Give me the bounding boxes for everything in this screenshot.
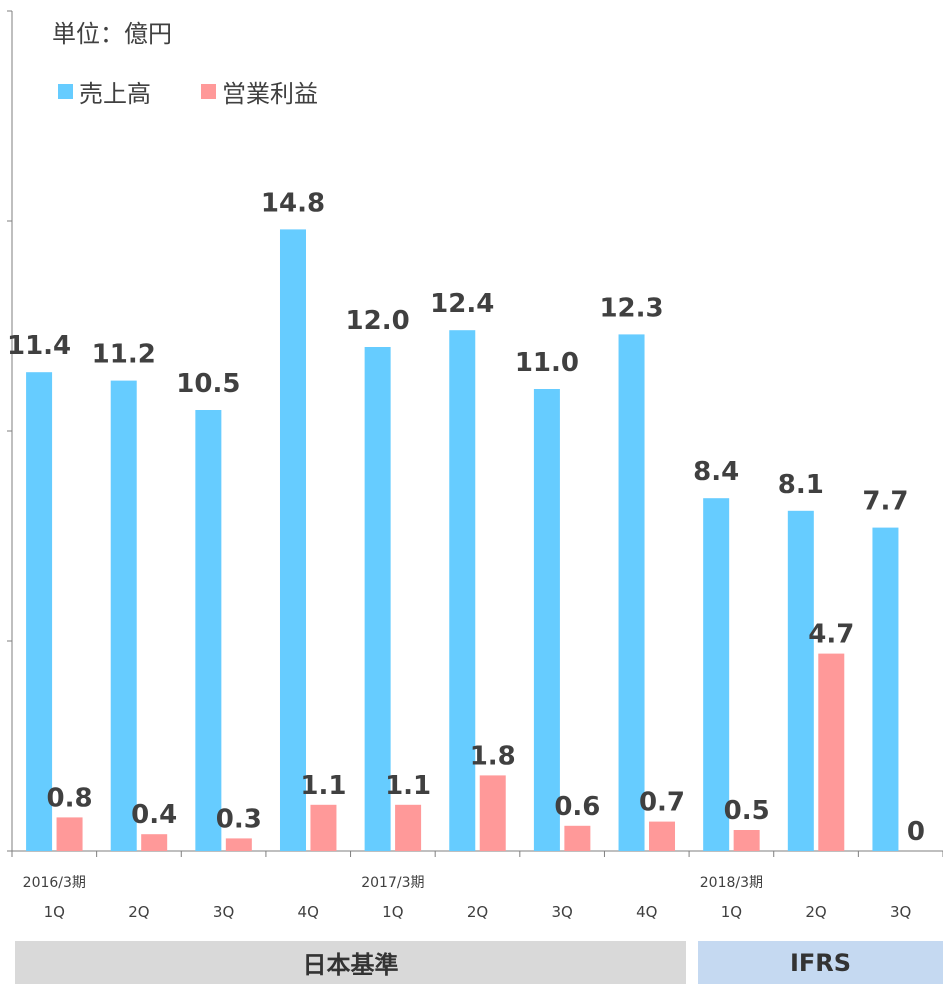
x-tick-label: 4Q xyxy=(636,903,657,921)
bar-sales xyxy=(533,389,560,851)
legend-swatch-sales xyxy=(58,84,73,99)
bar-sales xyxy=(195,410,222,851)
data-label-operating-profit: 1.8 xyxy=(470,741,516,771)
bar-chart: 11.4 11.2 10.5 14.8 12.0 12.4 11.0 12.3 8.4 8.1 7.… xyxy=(7,10,943,921)
data-label-sales: 7.7 xyxy=(862,487,908,517)
x-tick-label: 4Q xyxy=(298,903,319,921)
data-label-sales: 12.3 xyxy=(599,293,663,323)
period-label: 2016/3期 xyxy=(23,875,86,891)
data-label-sales: 12.0 xyxy=(346,306,410,336)
legend-label-sales: 売上高 xyxy=(79,80,151,108)
x-tick-label: 2Q xyxy=(805,903,826,921)
bar-sales xyxy=(618,334,645,851)
data-label-sales: 10.5 xyxy=(176,369,240,399)
data-label-operating-profit: 0.3 xyxy=(216,804,262,834)
legend-item-sales: 売上高 xyxy=(58,74,151,109)
period-label: 2018/3期 xyxy=(700,875,763,891)
legend-label-operating-profit: 営業利益 xyxy=(222,80,318,108)
data-label-sales: 8.1 xyxy=(778,470,824,500)
x-tick-label: 3Q xyxy=(551,903,572,921)
bar-sales xyxy=(787,510,814,851)
bar-sales xyxy=(449,330,476,851)
data-label-operating-profit: 0 xyxy=(907,817,925,847)
standard-label-ifrs: IFRS xyxy=(789,948,852,977)
bar-sales xyxy=(703,498,730,851)
data-label-sales: 11.0 xyxy=(515,348,579,378)
x-tick-label: 3Q xyxy=(890,903,911,921)
standard-band-ifrs: IFRS xyxy=(698,941,943,984)
legend-swatch-operating-profit xyxy=(201,84,216,99)
x-tick-label: 2Q xyxy=(128,903,149,921)
data-label-operating-profit: 1.1 xyxy=(300,771,346,801)
x-tick-label: 2Q xyxy=(467,903,488,921)
bar-operating-profit xyxy=(479,775,506,851)
bar-sales xyxy=(26,372,53,851)
bar-operating-profit xyxy=(733,830,760,851)
data-label-sales: 11.2 xyxy=(92,340,156,370)
bar-sales xyxy=(279,229,306,851)
bar-sales xyxy=(872,527,899,851)
bar-operating-profit xyxy=(564,825,591,851)
data-label-operating-profit: 4.7 xyxy=(808,620,854,650)
bar-sales xyxy=(110,380,137,851)
bar-operating-profit xyxy=(310,804,337,851)
data-label-sales: 14.8 xyxy=(261,188,325,218)
unit-label: 単位：億円 xyxy=(52,20,172,48)
data-label-operating-profit: 0.6 xyxy=(554,792,600,822)
standard-band-jgaap: 日本基準 xyxy=(15,941,686,984)
bar-operating-profit xyxy=(818,653,845,851)
legend-item-operating-profit: 営業利益 xyxy=(201,74,318,109)
data-label-sales: 8.4 xyxy=(693,457,739,487)
bar-operating-profit xyxy=(141,834,168,851)
data-label-sales: 12.4 xyxy=(430,289,494,319)
legend: 売上高 営業利益 xyxy=(58,74,368,109)
bar-operating-profit xyxy=(56,817,83,851)
data-label-sales: 11.4 xyxy=(7,331,71,361)
data-label-operating-profit: 0.7 xyxy=(639,788,685,818)
data-label-operating-profit: 0.8 xyxy=(47,783,93,813)
x-tick-label: 1Q xyxy=(44,903,65,921)
bar-operating-profit xyxy=(649,821,676,851)
standard-label-jgaap: 日本基準 xyxy=(302,951,399,979)
x-tick-label: 3Q xyxy=(213,903,234,921)
data-label-operating-profit: 0.5 xyxy=(724,796,770,826)
bar-operating-profit xyxy=(225,838,252,851)
x-tick-label: 1Q xyxy=(721,903,742,921)
bar-operating-profit xyxy=(395,804,422,851)
data-label-operating-profit: 0.4 xyxy=(131,800,177,830)
data-label-operating-profit: 1.1 xyxy=(385,771,431,801)
bar-sales xyxy=(364,347,391,851)
period-label: 2017/3期 xyxy=(361,875,424,891)
x-tick-label: 1Q xyxy=(382,903,403,921)
